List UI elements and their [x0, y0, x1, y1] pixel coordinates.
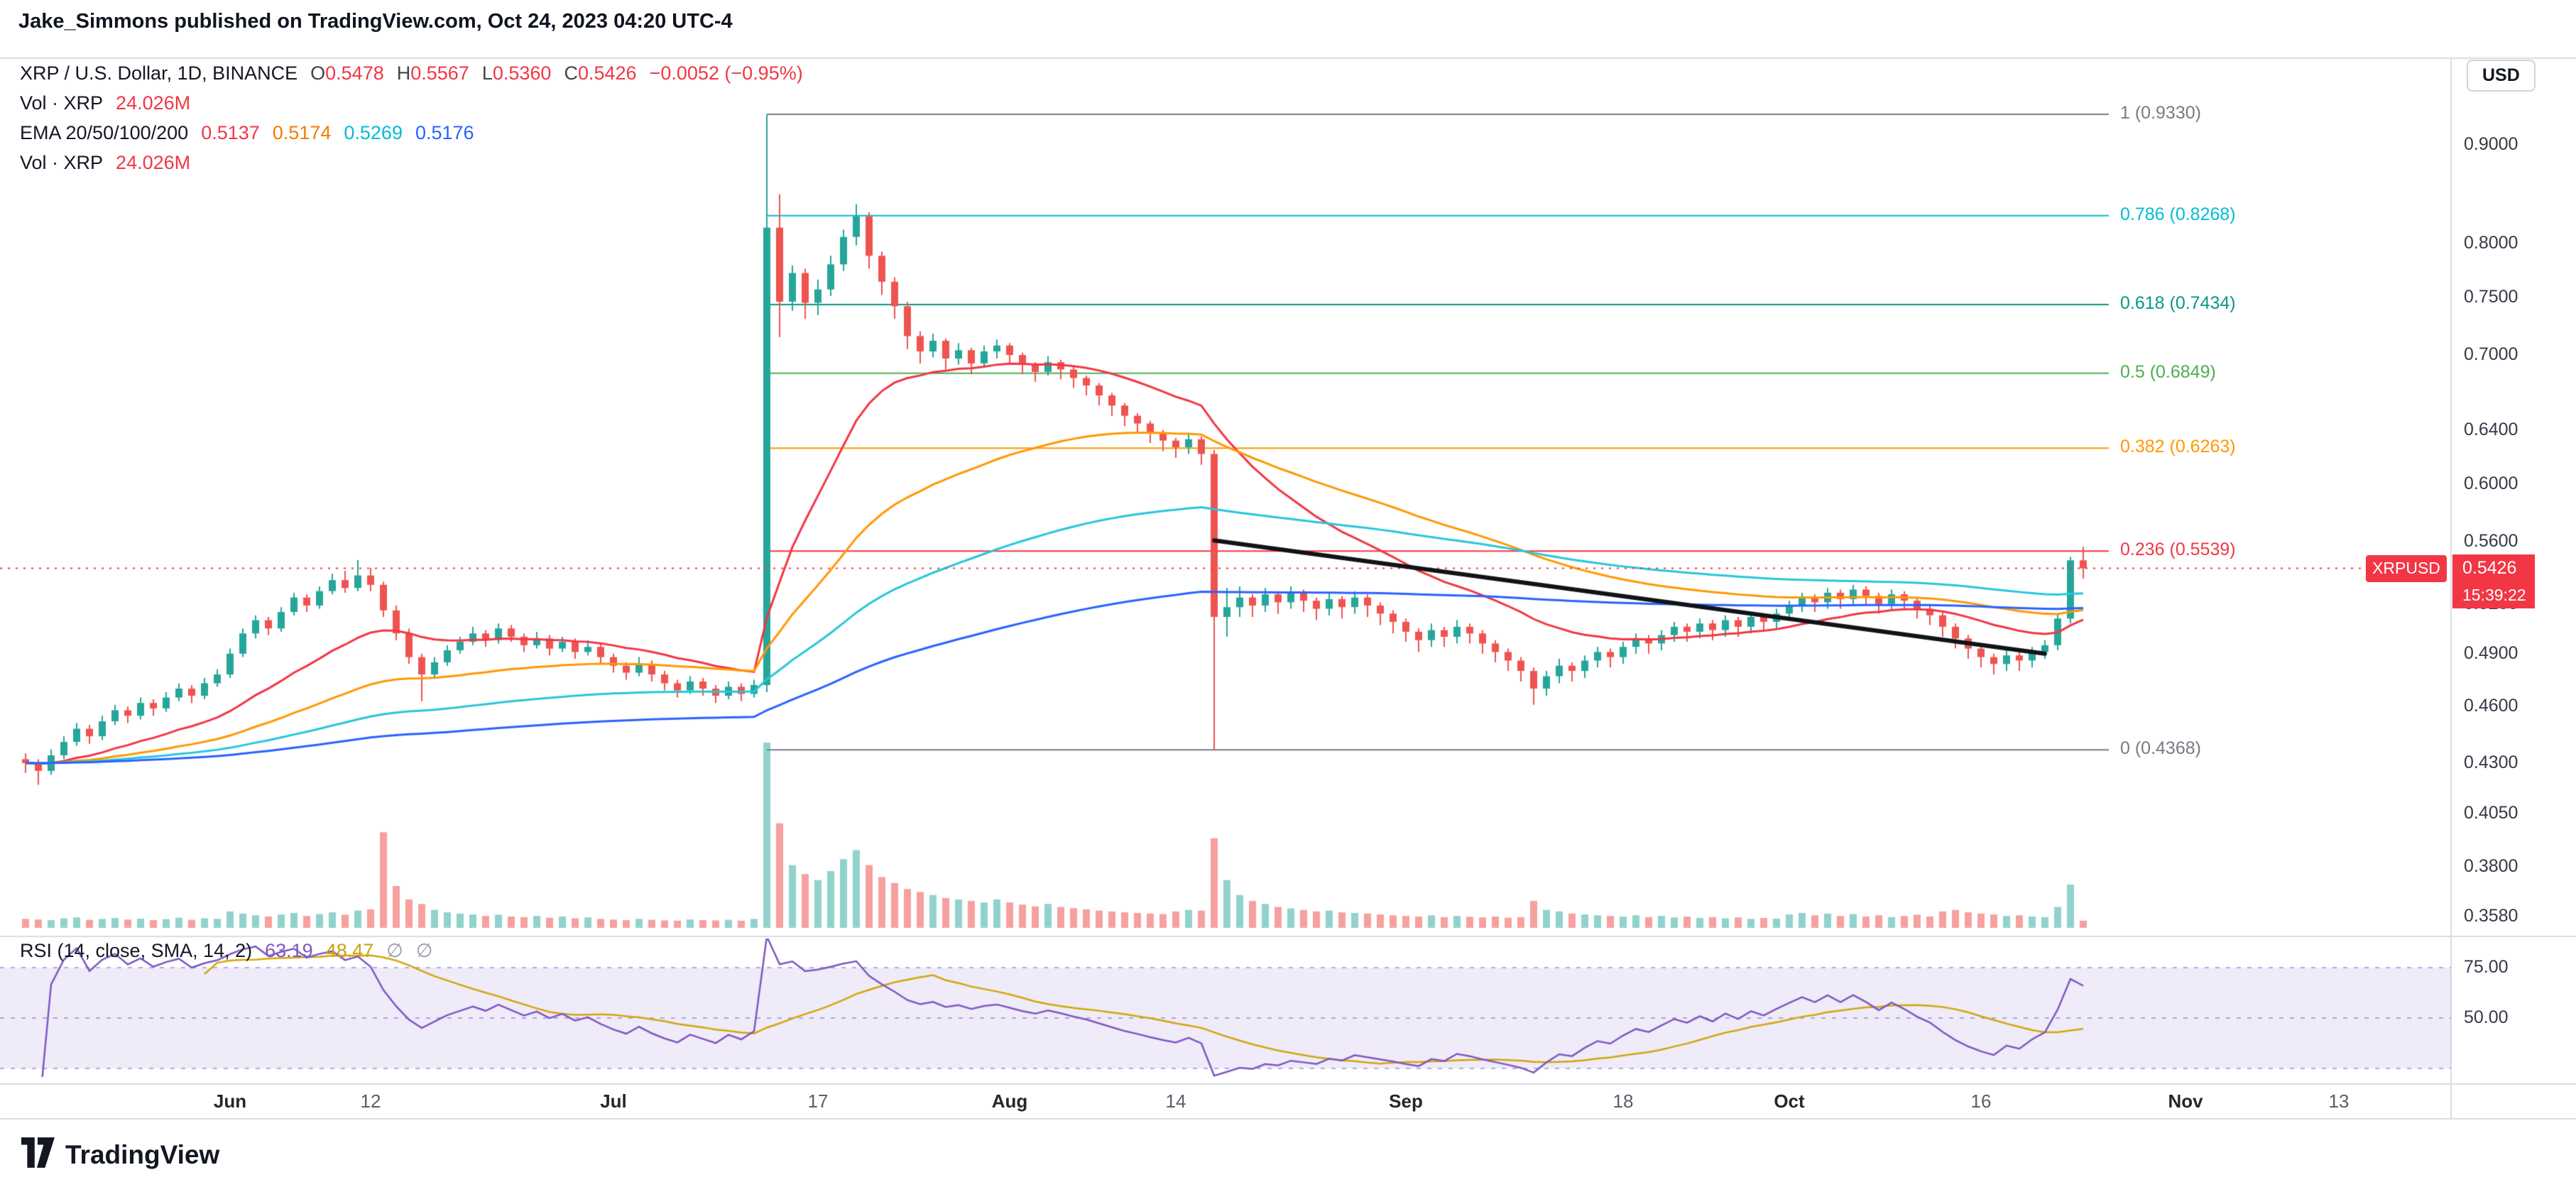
volume-legend-row[interactable]: Vol · XRP 24.026M — [20, 92, 190, 114]
close-label: C — [564, 62, 578, 84]
currency-button[interactable]: USD — [2467, 60, 2536, 92]
ema-label: EMA 20/50/100/200 — [20, 122, 189, 143]
rsi-hidden-band-icon: ∅ — [386, 940, 403, 961]
high-label: H — [396, 62, 411, 84]
open-value: 0.5478 — [325, 62, 384, 84]
tradingview-logo-icon[interactable] — [21, 1137, 55, 1172]
low-value: 0.5360 — [492, 62, 552, 84]
brand-name[interactable]: TradingView — [65, 1140, 220, 1169]
symbol-title: XRP / U.S. Dollar, 1D, BINANCE — [20, 62, 298, 84]
close-readout: C 0.5426 — [564, 62, 636, 84]
symbol-legend-row[interactable]: XRP / U.S. Dollar, 1D, BINANCE O 0.5478 H… — [20, 62, 803, 84]
low-readout: L 0.5360 — [482, 62, 552, 84]
rsi-hidden-band-icon: ∅ — [415, 940, 433, 961]
symbol-price-tag: XRPUSD — [2366, 554, 2447, 582]
ema-legend-row[interactable]: EMA 20/50/100/200 0.5137 0.5174 0.5269 0… — [20, 122, 474, 144]
ema50-value: 0.5174 — [272, 122, 332, 143]
volume-value: 24.026M — [116, 92, 191, 114]
high-readout: H 0.5567 — [397, 62, 469, 84]
rsi-label: RSI (14, close, SMA, 14, 2) — [20, 940, 253, 961]
ema20-value: 0.5137 — [201, 122, 260, 143]
open-label: O — [310, 62, 326, 84]
rsi-legend-row[interactable]: RSI (14, close, SMA, 14, 2) 63.19 48.47 … — [20, 940, 432, 962]
close-value: 0.5426 — [577, 62, 637, 84]
rsi-ma-value: 48.47 — [325, 940, 374, 961]
ema100-value: 0.5269 — [344, 122, 403, 143]
bar-countdown-badge: 15:39:22 — [2452, 582, 2535, 608]
last-price-badge: 0.5426 — [2452, 554, 2535, 583]
high-value: 0.5567 — [410, 62, 469, 84]
volume2-label: Vol · XRP — [20, 152, 104, 173]
low-label: L — [481, 62, 493, 84]
open-readout: O 0.5478 — [310, 62, 384, 84]
volume-label: Vol · XRP — [20, 92, 104, 114]
volume2-legend-row[interactable]: Vol · XRP 24.026M — [20, 152, 190, 174]
volume2-value: 24.026M — [116, 152, 191, 173]
ema200-value: 0.5176 — [415, 122, 474, 143]
rsi-value: 63.19 — [265, 940, 313, 961]
change-value: −0.0052 (−0.95%) — [649, 62, 803, 84]
